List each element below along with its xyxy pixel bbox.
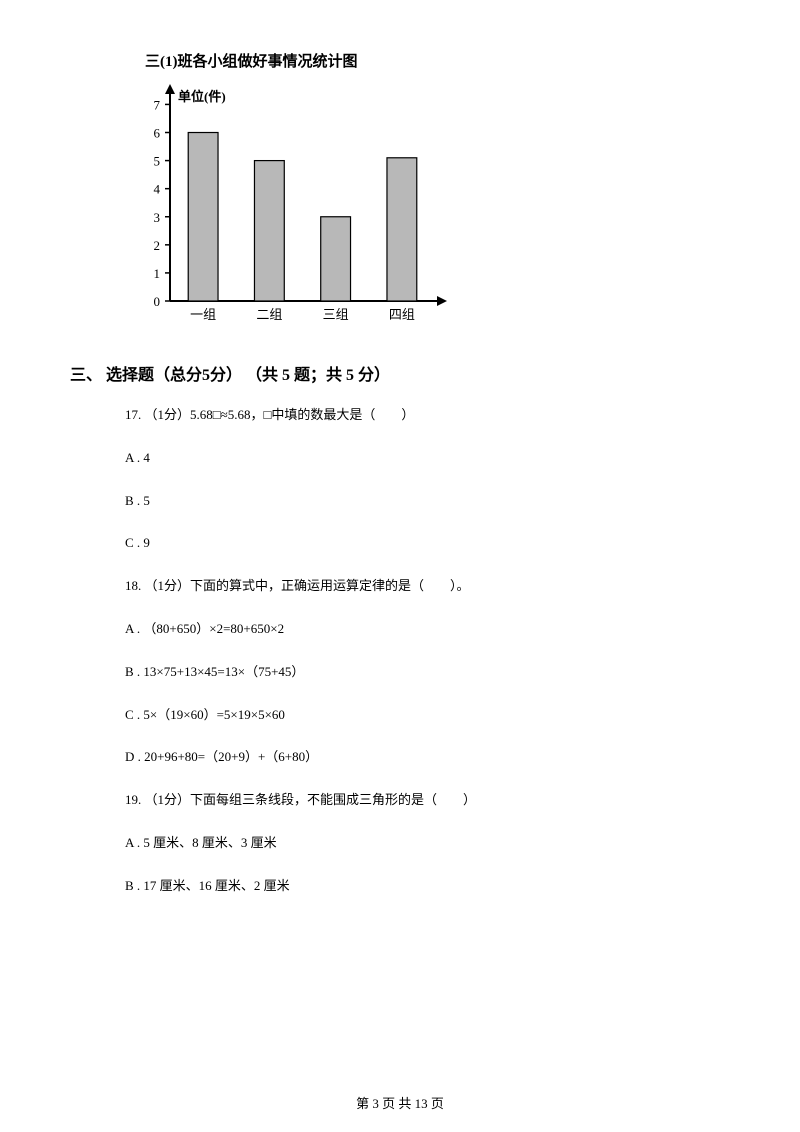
q19-stem: 19. （1分）下面每组三条线段，不能围成三角形的是（ ） [125,790,730,811]
q17-stem: 17. （1分）5.68□≈5.68，□中填的数最大是（ ） [125,405,730,426]
svg-text:5: 5 [154,154,161,169]
chart-container: 三(1)班各小组做好事情况统计图 单位(件) 0 1 2 3 4 5 6 7 一组 二组 三组 四组 [130,50,730,331]
page-footer: 第 3 页 共 13 页 [0,1093,800,1112]
svg-text:四组: 四组 [389,307,415,322]
svg-text:4: 4 [154,182,161,197]
questions-block: 17. （1分）5.68□≈5.68，□中填的数最大是（ ） A . 4 B .… [125,405,730,897]
q18-option: A . （80+650）×2=80+650×2 [125,619,730,640]
svg-text:2: 2 [154,238,161,253]
q18-option: B . 13×75+13×45=13×（75+45） [125,662,730,683]
svg-text:单位(件): 单位(件) [178,89,226,104]
q18-option: D . 20+96+80=（20+9）+（6+80） [125,747,730,768]
q19-option: A . 5 厘米、8 厘米、3 厘米 [125,833,730,854]
svg-text:7: 7 [154,97,161,112]
bar-chart: 单位(件) 0 1 2 3 4 5 6 7 一组 二组 三组 四组 [130,81,450,331]
q17-option: C . 9 [125,533,730,554]
chart-title: 三(1)班各小组做好事情况统计图 [145,50,730,71]
svg-text:二组: 二组 [256,307,282,322]
section-heading: 三、 选择题（总分5分） （共 5 题；共 5 分） [70,361,730,385]
page: 三(1)班各小组做好事情况统计图 单位(件) 0 1 2 3 4 5 6 7 一组 二组 三组 四组 三… [0,0,800,1132]
q18-option: C . 5×（19×60）=5×19×5×60 [125,705,730,726]
q17-option: B . 5 [125,491,730,512]
svg-text:三组: 三组 [323,307,349,322]
svg-text:3: 3 [154,210,161,225]
svg-text:1: 1 [154,266,161,281]
svg-text:6: 6 [154,126,161,141]
q19-option: B . 17 厘米、16 厘米、2 厘米 [125,876,730,897]
svg-text:一组: 一组 [190,307,216,322]
q18-stem: 18. （1分）下面的算式中，正确运用运算定律的是（ ）。 [125,576,730,597]
q17-option: A . 4 [125,448,730,469]
svg-text:0: 0 [154,294,161,309]
